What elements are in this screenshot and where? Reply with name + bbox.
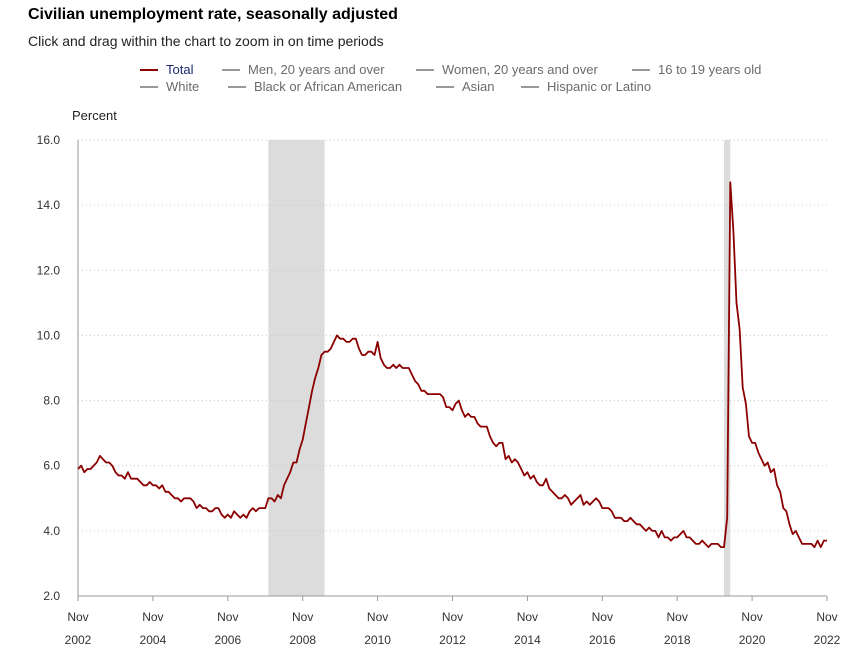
x-tick-month: Nov <box>217 610 238 624</box>
legend: Total Men, 20 years and over Women, 20 y… <box>0 0 854 100</box>
legend-label: Hispanic or Latino <box>547 79 652 94</box>
legend-label: Asian <box>462 79 495 94</box>
legend-label: Total <box>166 62 194 77</box>
x-tick-year: 2008 <box>289 633 316 647</box>
y-tick-label: 8.0 <box>43 394 60 408</box>
y-tick-label: 4.0 <box>43 524 60 538</box>
legend-swatch <box>521 85 539 88</box>
legend-label: 16 to 19 years old <box>658 62 762 77</box>
x-tick-month: Nov <box>442 610 463 624</box>
legend-item-men[interactable]: Men, 20 years and over <box>222 62 385 77</box>
x-tick-month: Nov <box>667 610 688 624</box>
chart-title: Civilian unemployment rate, seasonally a… <box>28 6 398 23</box>
legend-item-white[interactable]: White <box>140 79 199 94</box>
y-tick-label: 2.0 <box>43 589 60 603</box>
legend-swatch <box>140 85 158 88</box>
x-tick-month: Nov <box>592 610 613 624</box>
y-tick-label: 6.0 <box>43 459 60 473</box>
legend-item-black[interactable]: Black or African American <box>228 79 402 94</box>
x-tick-month: Nov <box>67 610 88 624</box>
x-tick-year: 2010 <box>364 633 391 647</box>
x-tick-year: 2018 <box>664 633 691 647</box>
y-tick-label: 16.0 <box>37 133 61 147</box>
legend-swatch <box>222 68 240 71</box>
x-tick-year: 2020 <box>739 633 766 647</box>
x-tick-year: 2004 <box>140 633 167 647</box>
legend-item-women[interactable]: Women, 20 years and over <box>416 62 598 77</box>
chart-subtitle: Click and drag within the chart to zoom … <box>28 33 384 49</box>
x-tick-year: 2002 <box>65 633 92 647</box>
x-tick-year: 2014 <box>514 633 541 647</box>
x-tick-month: Nov <box>741 610 762 624</box>
x-tick-month: Nov <box>816 610 837 624</box>
legend-label: Black or African American <box>254 79 403 94</box>
legend-label: Men, 20 years and over <box>248 62 385 77</box>
legend-item-16-to-19[interactable]: 16 to 19 years old <box>632 62 761 77</box>
legend-label: Women, 20 years and over <box>442 62 598 77</box>
x-tick-year: 2012 <box>439 633 466 647</box>
legend-swatch <box>228 85 246 88</box>
legend-swatch <box>632 68 650 71</box>
recession-band <box>268 140 325 596</box>
y-tick-label: 12.0 <box>37 263 61 277</box>
y-tick-label: 10.0 <box>37 328 61 342</box>
y-axis-label: Percent <box>72 108 117 123</box>
x-tick-year: 2006 <box>214 633 241 647</box>
legend-swatch <box>140 68 158 71</box>
x-tick-month: Nov <box>367 610 388 624</box>
series-line-total <box>77 181 827 548</box>
x-tick-month: Nov <box>142 610 163 624</box>
legend-swatch <box>436 85 454 88</box>
x-tick-month: Nov <box>517 610 538 624</box>
legend-swatch <box>416 68 434 71</box>
legend-label: White <box>166 79 200 94</box>
x-tick-year: 2016 <box>589 633 616 647</box>
recession-band <box>724 140 731 596</box>
legend-item-total[interactable]: Total <box>140 62 193 77</box>
y-tick-label: 14.0 <box>37 198 61 212</box>
legend-item-asian[interactable]: Asian <box>436 79 495 94</box>
legend-item-hispanic[interactable]: Hispanic or Latino <box>521 79 651 94</box>
x-tick-year: 2022 <box>814 633 841 647</box>
x-tick-month: Nov <box>292 610 313 624</box>
